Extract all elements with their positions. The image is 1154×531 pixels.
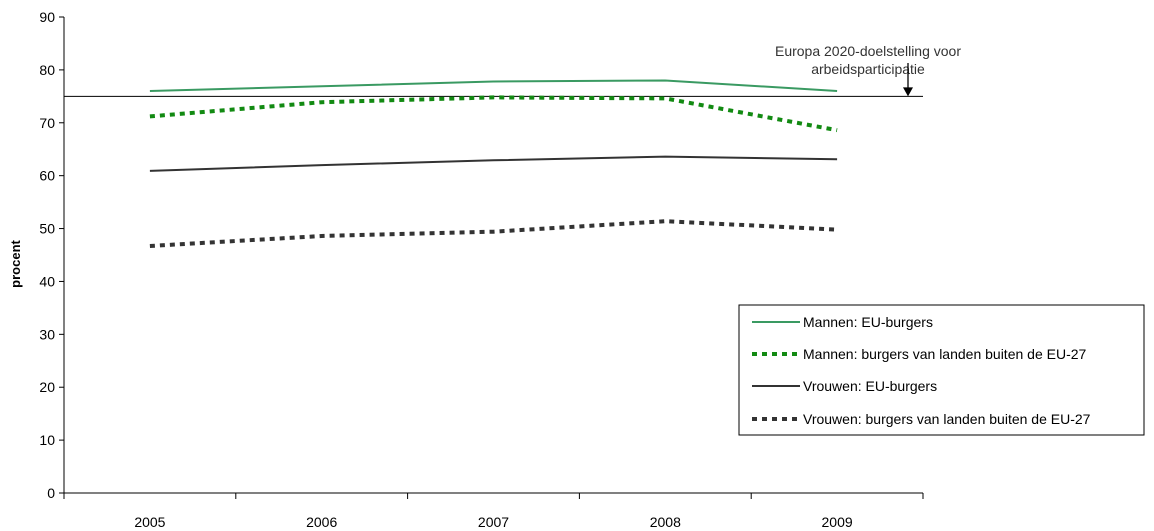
series-line-1 — [149, 79, 838, 92]
legend-label-2: Mannen: burgers van landen buiten de EU-… — [803, 346, 1087, 362]
series-line-3 — [149, 155, 838, 172]
y-tick-label: 10 — [39, 432, 55, 448]
reference-line-group: Europa 2020-doelstelling voor arbeidspart… — [64, 43, 961, 97]
legend-box — [738, 304, 1145, 436]
annotation-arrow-head — [903, 87, 913, 97]
y-tick-label: 40 — [39, 273, 55, 289]
y-tick-label: 80 — [39, 62, 55, 78]
x-tick-label: 2009 — [822, 514, 853, 530]
y-tick-label: 30 — [39, 326, 55, 342]
target-annotation-line: arbeidsparticipatie — [811, 61, 925, 77]
series-line-2 — [149, 95, 838, 133]
legend-label-1: Mannen: EU-burgers — [803, 314, 933, 330]
y-tick-label: 50 — [39, 221, 55, 237]
y-axis-title: procent — [8, 239, 23, 287]
y-tick-label: 60 — [39, 168, 55, 184]
y-tick-label: 70 — [39, 115, 55, 131]
target-annotation-line: Europa 2020-doelstelling voor — [775, 43, 961, 59]
series-group — [149, 79, 838, 248]
x-tick-label: 2008 — [650, 514, 681, 530]
axes: 0 10 20 30 40 50 60 70 80 90 2005 2006 2007 2008 2009 — [39, 9, 924, 530]
legend-label-3: Vrouwen: EU-burgers — [803, 378, 937, 394]
x-tick-label: 2006 — [306, 514, 337, 530]
y-tick-label: 90 — [39, 9, 55, 25]
x-tick-label: 2005 — [134, 514, 165, 530]
y-tick-label: 0 — [47, 485, 55, 501]
series-line-4 — [149, 219, 838, 248]
legend-label-4: Vrouwen: burgers van landen buiten de EU… — [803, 411, 1091, 427]
legend: Mannen: EU-burgers Mannen: burgers van la… — [738, 304, 1145, 436]
x-tick-label: 2007 — [478, 514, 509, 530]
y-tick-label: 20 — [39, 379, 55, 395]
